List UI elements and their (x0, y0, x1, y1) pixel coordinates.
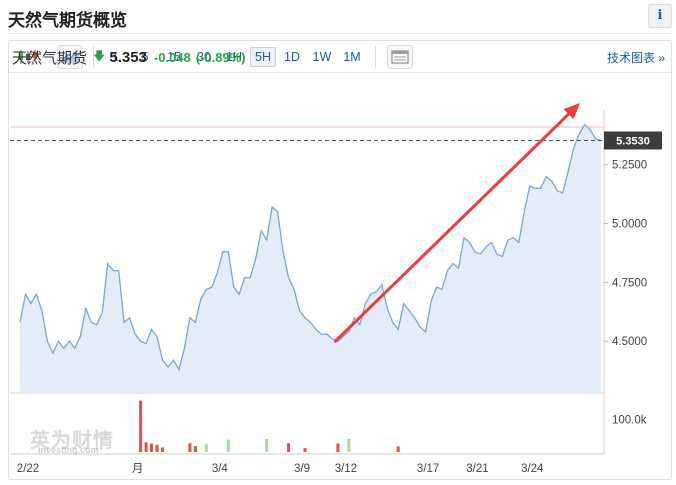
timeframe-1d[interactable]: 1D (284, 50, 300, 64)
timeframe-1w[interactable]: 1W (312, 50, 332, 64)
annotation-arrow-shaft (333, 112, 571, 343)
info-icon[interactable]: i (648, 4, 672, 28)
timeframe-1h[interactable]: 1H (226, 50, 242, 64)
y-tick-label: 4.7500 (612, 277, 647, 289)
timeframe-5[interactable]: 5 (141, 50, 149, 64)
page-title: 天然气期货概览 (8, 11, 127, 30)
area-chart-icon[interactable] (57, 45, 83, 69)
chart-frame: 1 5 15 30 1H 5H 1D 1W 1M 技术图表 » (8, 40, 672, 480)
x-tick-label: 3/4 (212, 463, 229, 475)
volume-bar (139, 400, 143, 452)
volume-tick-label: 100.0k (612, 415, 647, 427)
y-tick-label: 4.5000 (612, 336, 647, 348)
volume-bar (336, 443, 340, 452)
x-tick-label: 3/24 (521, 463, 544, 475)
x-tick-label: 3/17 (417, 463, 439, 475)
price-change-pct: (-0.89%) (195, 49, 246, 65)
volume-bar (155, 444, 159, 452)
x-tick-label: 3/12 (335, 463, 357, 475)
volume-bar (144, 442, 148, 452)
current-price-label: 5.3530 (616, 135, 650, 147)
volume-bar (226, 439, 230, 452)
y-tick-label: 5.2500 (612, 160, 647, 172)
volume-bar (396, 446, 400, 452)
volume-bar (150, 443, 154, 452)
volume-bar (265, 439, 269, 452)
toolbar-divider (375, 46, 376, 68)
volume-bar (287, 443, 291, 452)
x-tick-label: 月 (132, 463, 144, 475)
last-price: 5.353 (109, 48, 147, 66)
x-tick-label: 2/22 (17, 463, 39, 475)
quote-bar: 天然气期货 🡇 5.353 -0.048 (-0.89%) (12, 46, 246, 68)
x-tick-label: 3/9 (294, 463, 310, 475)
timeframe-30[interactable]: 30 (197, 50, 211, 64)
watermark-logo: 英为财情 (30, 428, 114, 452)
tech-chart-link[interactable]: 技术图表 » (606, 51, 665, 65)
price-series-line (19, 123, 602, 372)
instrument-name: 天然气期货 (12, 49, 88, 67)
annotation-arrow-head (563, 103, 580, 120)
timeframe-1m[interactable]: 1M (343, 50, 361, 64)
price-change: -0.048 (153, 49, 191, 65)
current-price-tag (604, 131, 662, 150)
price-area-fill (20, 124, 601, 393)
table-view-icon[interactable] (387, 45, 413, 69)
timeframe-1[interactable]: 1 (111, 50, 119, 64)
volume-bar (347, 439, 351, 452)
volume-bar (204, 444, 208, 452)
chart-toolbar: 1 5 15 30 1H 5H 1D 1W 1M 技术图表 » (9, 41, 671, 73)
volume-bar (161, 447, 165, 452)
volume-bar (188, 443, 192, 452)
down-arrow-icon: 🡇 (93, 48, 106, 63)
volume-bar (303, 448, 307, 452)
timeframe-5h[interactable]: 5H (250, 47, 276, 67)
toolbar-divider (93, 46, 94, 68)
overview-header: 天然气期货概览 i (8, 0, 672, 34)
candlestick-icon[interactable] (15, 45, 41, 69)
volume-bar (193, 446, 197, 452)
watermark-text: Investing.com (38, 445, 99, 455)
x-tick-label: 3/21 (466, 463, 488, 475)
timeframe-15[interactable]: 15 (167, 50, 181, 64)
y-tick-label: 5.0000 (612, 219, 647, 231)
